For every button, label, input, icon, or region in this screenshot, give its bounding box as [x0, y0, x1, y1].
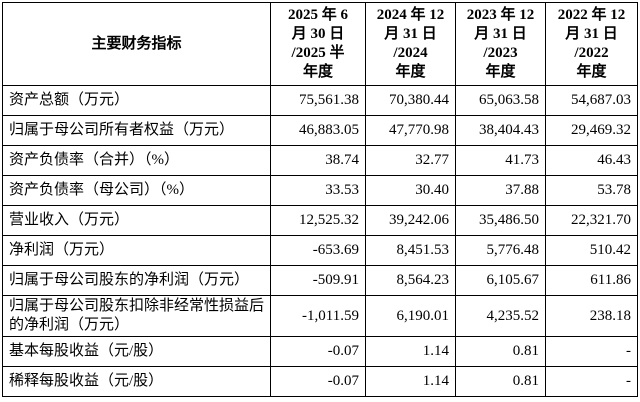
value-cell: 238.18: [545, 295, 638, 337]
value-cell: -: [545, 366, 638, 397]
table-row: 营业收入（万元） 12,525.32 39,242.06 35,486.50 22,32…: [2, 205, 638, 236]
header-line: 月 31 日: [565, 26, 618, 42]
label-cell: 归属于母公司股东的净利润（万元）: [2, 265, 271, 296]
table-row: 净利润（万元） -653.69 8,451.53 5,776.48 510.42: [2, 235, 638, 266]
value-cell: 41.73: [455, 145, 546, 176]
value-cell: 12,525.32: [270, 205, 366, 236]
value-cell: 75,561.38: [270, 85, 366, 116]
value-cell: 38,404.43: [455, 115, 546, 146]
value-cell: 22,321.70: [545, 205, 638, 236]
value-cell: 46.43: [545, 145, 638, 176]
table-row: 归属于母公司股东的净利润（万元） -509.91 8,564.23 6,105.67 6…: [2, 265, 638, 296]
value-cell: 0.81: [455, 336, 546, 367]
value-cell: 39,242.06: [365, 205, 456, 236]
header-line: 2022 年 12: [557, 7, 626, 23]
header-line: 年度: [302, 64, 333, 80]
value-cell: 5,776.48: [455, 235, 546, 266]
header-line: /2025 半: [291, 45, 345, 61]
value-cell: 70,380.44: [365, 85, 456, 116]
header-line: /2022: [574, 45, 609, 61]
header-line: 月 31 日: [384, 26, 437, 42]
value-cell: -: [545, 336, 638, 367]
header-line: 年度: [395, 64, 426, 80]
header-line: 2023 年 12: [466, 7, 535, 23]
value-cell: 8,451.53: [365, 235, 456, 266]
value-cell: 29,469.32: [545, 115, 638, 146]
header-cell: 主要财务指标: [2, 2, 271, 86]
table-row: 归属于母公司股东扣除非经常性损益后的净利润（万元） -1,011.59 6,190.…: [2, 295, 638, 337]
header-line: /2024: [393, 45, 428, 61]
header-line: 2024 年 12: [376, 7, 445, 23]
label-cell: 资产总额（万元）: [2, 85, 271, 116]
value-cell: 37.88: [455, 175, 546, 206]
value-cell: 38.74: [270, 145, 366, 176]
value-cell: 65,063.58: [455, 85, 546, 116]
table-row: 基本每股收益（元/股） -0.07 1.14 0.81-: [2, 336, 638, 367]
header-cell: 2023 年 12 月 31 日/2023 年度: [455, 2, 546, 86]
header-line: 年度: [576, 64, 607, 80]
value-cell: -509.91: [270, 265, 366, 296]
value-cell: 35,486.50: [455, 205, 546, 236]
table-row: 归属于母公司所有者权益（万元） 46,883.05 47,770.98 38,404.…: [2, 115, 638, 146]
label-cell: 基本每股收益（元/股）: [2, 336, 271, 367]
value-cell: 6,190.01: [365, 295, 456, 337]
header-line: 月 31 日: [474, 26, 527, 42]
value-cell: 53.78: [545, 175, 638, 206]
label-cell: 营业收入（万元）: [2, 205, 271, 236]
label-cell: 资产负债率（合并）（%）: [2, 145, 271, 176]
value-cell: 8,564.23: [365, 265, 456, 296]
header-cell: 2022 年 12 月 31 日/2022 年度: [545, 2, 638, 86]
value-cell: 611.86: [545, 265, 638, 296]
label-cell: 归属于母公司股东扣除非经常性损益后的净利润（万元）: [2, 295, 271, 337]
value-cell: -653.69: [270, 235, 366, 266]
value-cell: 30.40: [365, 175, 456, 206]
header-line: 年度: [485, 64, 516, 80]
table-row: 资产负债率（母公司）（%） 33.53 30.40 37.88 53.78: [2, 175, 638, 206]
header-cell: 2024 年 12 月 31 日/2024 年度: [365, 2, 456, 86]
label-cell: 资产负债率（母公司）（%）: [2, 175, 271, 206]
value-cell: -0.07: [270, 336, 366, 367]
value-cell: 510.42: [545, 235, 638, 266]
table-row: 资产总额（万元） 75,561.38 70,380.44 65,063.58 54,68…: [2, 85, 638, 116]
header-cell: 2025 年 6 月 30 日/2025 半年度: [270, 2, 366, 86]
label-cell: 稀释每股收益（元/股）: [2, 366, 271, 397]
header-line: 月 30 日: [291, 26, 345, 42]
value-cell: 47,770.98: [365, 115, 456, 146]
value-cell: 32.77: [365, 145, 456, 176]
value-cell: 1.14: [365, 366, 456, 397]
header-line: /2023: [483, 45, 518, 61]
value-cell: 0.81: [455, 366, 546, 397]
value-cell: -1,011.59: [270, 295, 366, 337]
value-cell: 1.14: [365, 336, 456, 367]
header-line: 2025 年 6: [287, 7, 348, 23]
table-body: 资产总额（万元） 75,561.38 70,380.44 65,063.58 54,68…: [2, 85, 638, 397]
value-cell: 4,235.52: [455, 295, 546, 337]
label-cell: 净利润（万元）: [2, 235, 271, 266]
value-cell: 46,883.05: [270, 115, 366, 146]
value-cell: 33.53: [270, 175, 366, 206]
value-cell: -0.07: [270, 366, 366, 397]
value-cell: 54,687.03: [545, 85, 638, 116]
value-cell: 6,105.67: [455, 265, 546, 296]
table-row: 稀释每股收益（元/股） -0.07 1.14 0.81-: [2, 366, 638, 397]
label-cell: 归属于母公司所有者权益（万元）: [2, 115, 271, 146]
table-row: 资产负债率（合并）（%） 38.74 32.77 41.73 46.43: [2, 145, 638, 176]
